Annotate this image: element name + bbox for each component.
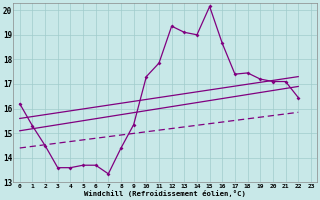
X-axis label: Windchill (Refroidissement éolien,°C): Windchill (Refroidissement éolien,°C) xyxy=(84,190,246,197)
